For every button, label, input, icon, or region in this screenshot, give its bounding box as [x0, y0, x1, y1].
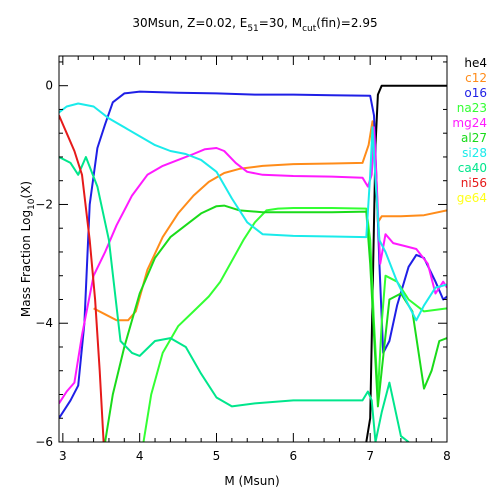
- series-line-ca40: [59, 156, 410, 442]
- y-tick-label: −2: [35, 197, 53, 211]
- legend-entry-he4: he4: [464, 56, 487, 70]
- series-line-na23: [142, 207, 447, 442]
- plot-frame: [58, 55, 448, 443]
- x-tick-label: 3: [59, 449, 67, 463]
- chart-title: 30Msun, Z=0.02, E51=30, Mcut(fin)=2.95: [132, 16, 377, 34]
- x-tick-label: 8: [443, 449, 451, 463]
- legend-entry-ca40: ca40: [458, 161, 487, 175]
- y-tick-label: −4: [35, 316, 53, 330]
- legend-entry-ni56: ni56: [461, 176, 487, 190]
- series-line-ni56: [59, 115, 105, 442]
- legend-entry-si28: si28: [462, 146, 487, 160]
- legend-entry-o16: o16: [464, 86, 487, 100]
- legend-entry-ge64: ge64: [457, 191, 487, 205]
- series-layer: [59, 84, 447, 442]
- x-tick-label: 5: [213, 449, 221, 463]
- series-line-si28: [59, 102, 447, 322]
- title-e-subscript: 51: [247, 24, 258, 34]
- legend-entry-c12: c12: [465, 71, 487, 85]
- y-axis-label: Mass Fraction Log10(X): [19, 181, 37, 317]
- x-tick-label: 7: [366, 449, 374, 463]
- series-line-mg24: [59, 126, 447, 404]
- title-m-subscript: cut: [302, 24, 317, 34]
- title-end: (fin)=2.95: [316, 16, 377, 30]
- x-tick-label: 4: [136, 449, 144, 463]
- y-tick-label: −6: [35, 435, 53, 449]
- series-line-al27: [104, 204, 447, 442]
- series-line-o16: [59, 90, 447, 419]
- legend-entry-na23: na23: [457, 101, 487, 115]
- tick-layer: 3 4 5 6 7 8 0 −2 −4 −6: [35, 56, 451, 463]
- legend-entry-al27: al27: [461, 131, 487, 145]
- title-main: 30Msun, Z=0.02, E: [132, 16, 247, 30]
- y-label-sub: 10: [27, 198, 37, 210]
- y-label-post: (X): [19, 181, 33, 199]
- y-tick-label: 0: [45, 79, 53, 93]
- legend-entry-mg24: mg24: [452, 116, 487, 130]
- title-mid: =30, M: [259, 16, 302, 30]
- x-axis-label: M (Msun): [224, 474, 279, 488]
- series-line-c12: [93, 120, 447, 322]
- y-label-pre: Mass Fraction Log: [19, 210, 33, 317]
- x-tick-label: 6: [290, 449, 298, 463]
